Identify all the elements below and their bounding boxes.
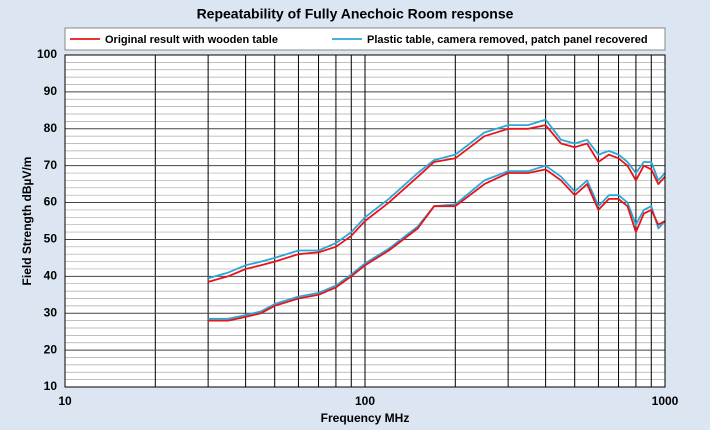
y-tick-label: 80 (44, 121, 58, 135)
y-axis-label: Field Strength dBµV/m (20, 157, 34, 286)
series-line (208, 164, 666, 320)
y-tick-label: 10 (44, 379, 58, 393)
y-tick-label: 40 (44, 269, 58, 283)
x-tick-label: 1000 (652, 394, 679, 408)
x-tick-label: 10 (58, 394, 72, 408)
legend-label: Plastic table, camera removed, patch pan… (367, 34, 648, 46)
y-tick-label: 30 (44, 305, 58, 319)
legend (64, 27, 666, 51)
y-tick-label: 70 (44, 158, 58, 172)
y-tick-label: 20 (44, 342, 58, 356)
x-axis-label: Frequency MHz (321, 411, 410, 425)
y-tick-label: 100 (37, 47, 57, 61)
plot-frame (64, 54, 666, 388)
y-tick-label: 60 (44, 195, 58, 209)
series-line (208, 168, 666, 322)
legend-label: Original result with wooden table (105, 34, 278, 46)
y-tick-label: 50 (44, 232, 58, 246)
y-tick-label: 90 (44, 84, 58, 98)
chart-title: Repeatability of Fully Anechoic Room res… (197, 6, 514, 22)
series-line (207, 124, 666, 283)
x-tick-label: 100 (355, 394, 375, 408)
series-line (207, 118, 666, 280)
